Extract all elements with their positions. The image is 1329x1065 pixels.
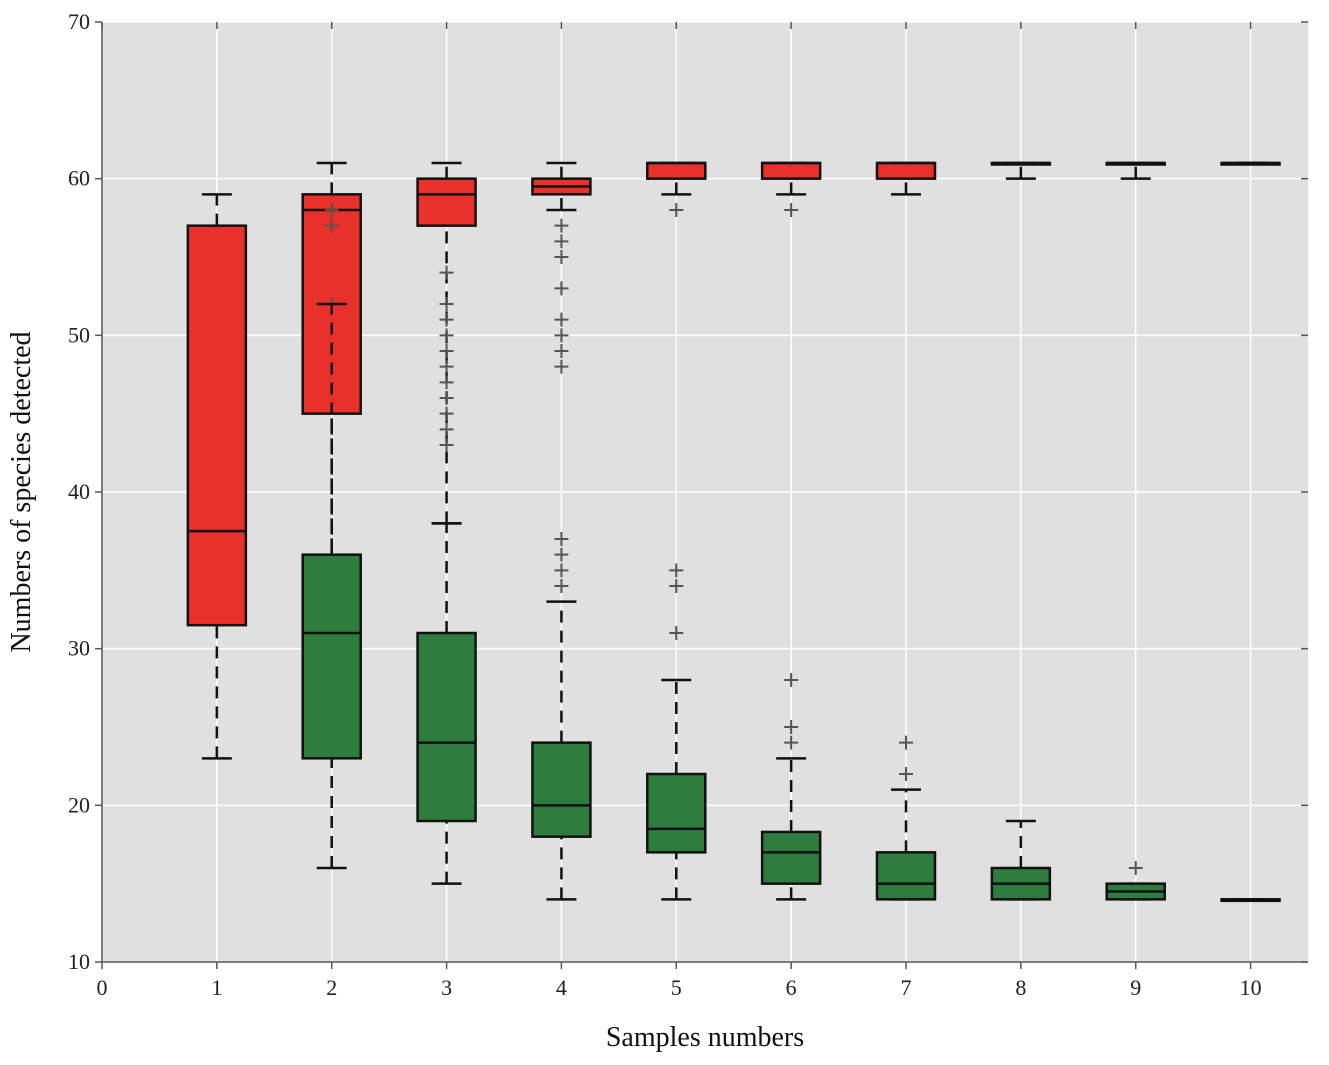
x-tick-label: 3 bbox=[441, 975, 452, 1000]
flier-marker bbox=[554, 532, 569, 546]
flier-marker bbox=[554, 563, 569, 578]
flier-marker bbox=[554, 579, 569, 593]
box-rect bbox=[646, 161, 707, 180]
x-tick-label: 4 bbox=[556, 975, 567, 1000]
box-rect bbox=[531, 741, 592, 838]
y-tick-label: 70 bbox=[68, 9, 90, 34]
x-tick-label: 10 bbox=[1240, 975, 1262, 1000]
x-tick-label: 0 bbox=[97, 975, 108, 1000]
flier-marker bbox=[554, 234, 569, 249]
flier-marker bbox=[554, 328, 569, 343]
flier-marker bbox=[669, 203, 684, 217]
x-tick-label: 8 bbox=[1015, 975, 1026, 1000]
flier-marker bbox=[1128, 861, 1143, 875]
flier-marker bbox=[899, 767, 913, 781]
y-axis-label: Numbers of species detected bbox=[6, 331, 37, 652]
flier-marker bbox=[439, 391, 454, 405]
flier-marker bbox=[554, 250, 569, 264]
flier-marker bbox=[439, 328, 454, 343]
box-series bbox=[186, 161, 1281, 903]
box-rect bbox=[760, 830, 822, 885]
y-tick-label: 20 bbox=[68, 792, 90, 817]
flier-marker bbox=[439, 297, 454, 311]
y-tick-label: 10 bbox=[68, 949, 90, 974]
flier-marker bbox=[669, 626, 684, 640]
flier-marker bbox=[669, 579, 684, 593]
y-tick-label: 30 bbox=[68, 636, 90, 661]
flier-marker bbox=[784, 735, 799, 750]
flier-marker bbox=[554, 359, 569, 374]
flier-marker bbox=[899, 735, 913, 750]
box-rect bbox=[301, 553, 362, 760]
box-rect bbox=[186, 224, 248, 627]
y-tick-label: 60 bbox=[68, 166, 90, 191]
axes: 0 1 2 3 4 5 6 7 8 9 10 10 20 30 40 50 60 70 bbox=[68, 9, 1308, 1000]
flier-marker bbox=[784, 203, 799, 217]
x-tick-label: 9 bbox=[1130, 975, 1141, 1000]
flier-marker bbox=[439, 344, 454, 358]
flier-marker bbox=[669, 563, 684, 578]
box-rect bbox=[646, 772, 707, 854]
flier-marker bbox=[554, 547, 569, 562]
flier-marker bbox=[439, 375, 454, 390]
x-tick-label: 2 bbox=[326, 975, 337, 1000]
flier-marker bbox=[439, 359, 454, 374]
y-tick-label: 40 bbox=[68, 479, 90, 504]
flier-marker bbox=[324, 218, 339, 233]
x-axis-label: Samples numbers bbox=[606, 1022, 804, 1053]
flier-marker bbox=[439, 422, 454, 437]
flier-marker bbox=[439, 265, 454, 280]
box-rect bbox=[875, 851, 937, 901]
x-tick-label: 6 bbox=[786, 975, 797, 1000]
x-tick-label: 5 bbox=[671, 975, 682, 1000]
flier-marker bbox=[784, 673, 799, 687]
box-rect bbox=[416, 177, 477, 227]
flier-marker bbox=[439, 312, 454, 327]
flier-marker bbox=[784, 720, 799, 734]
flier-marker bbox=[554, 281, 569, 296]
flier-marker bbox=[324, 203, 339, 217]
box-rect bbox=[875, 161, 937, 180]
x-tick-label: 7 bbox=[901, 975, 912, 1000]
flier-marker bbox=[439, 406, 454, 421]
y-tick-label: 50 bbox=[68, 322, 90, 347]
flier-marker bbox=[439, 438, 454, 452]
flier-marker bbox=[554, 218, 569, 233]
box-rect bbox=[416, 631, 477, 823]
flier-marker bbox=[554, 312, 569, 327]
flier-marker bbox=[554, 344, 569, 358]
box-rect bbox=[760, 161, 822, 180]
x-tick-label: 1 bbox=[211, 975, 222, 1000]
